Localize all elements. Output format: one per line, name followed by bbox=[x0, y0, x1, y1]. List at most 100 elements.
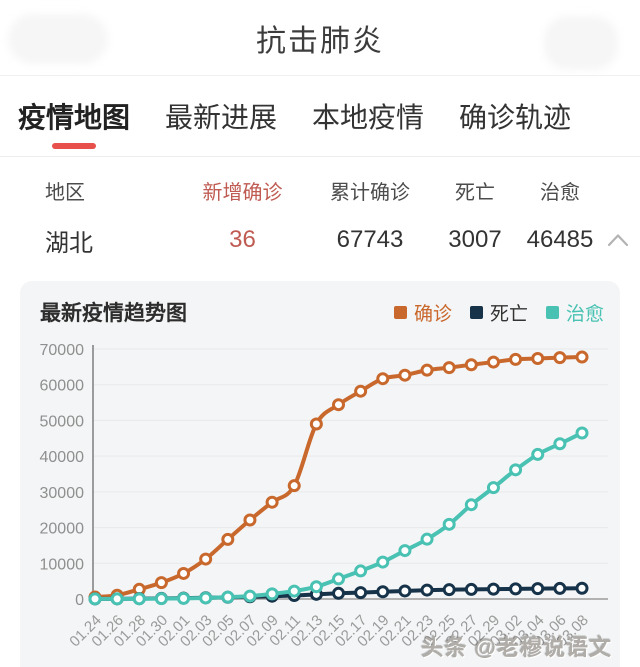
data-point-cured bbox=[110, 592, 124, 606]
tab-epidemic-map[interactable]: 疫情地图 bbox=[18, 76, 130, 156]
legend-swatch-confirmed bbox=[393, 305, 407, 319]
tab-label: 确诊轨迹 bbox=[459, 102, 572, 133]
data-point-cured bbox=[509, 463, 523, 477]
data-point-confirmed bbox=[354, 384, 368, 398]
data-point-cured bbox=[221, 590, 235, 604]
region-name: 湖北 bbox=[45, 229, 93, 257]
col-total-confirmed: 累计确诊 bbox=[330, 181, 410, 204]
legend-item-cured[interactable]: 治愈 bbox=[545, 299, 604, 326]
data-point-deaths bbox=[398, 584, 412, 598]
data-point-cured bbox=[243, 589, 257, 603]
data-point-confirmed bbox=[287, 479, 301, 493]
y-tick-label: 20000 bbox=[40, 521, 85, 538]
legend-swatch-cured bbox=[545, 305, 559, 319]
data-point-cured bbox=[376, 555, 390, 569]
table-row[interactable]: 湖北 36 67743 3007 46485 bbox=[0, 211, 640, 269]
legend-swatch-deaths bbox=[469, 305, 483, 319]
y-tick-label: 40000 bbox=[40, 449, 85, 466]
data-point-cured bbox=[199, 591, 213, 605]
tab-label: 最新进展 bbox=[165, 102, 278, 133]
tab-local-epidemic[interactable]: 本地疫情 bbox=[312, 76, 424, 156]
data-point-cured bbox=[575, 426, 589, 440]
data-point-deaths bbox=[420, 583, 434, 597]
data-point-confirmed bbox=[464, 358, 478, 372]
legend-item-confirmed[interactable]: 确诊 bbox=[393, 299, 452, 326]
data-point-deaths bbox=[442, 583, 456, 597]
deaths-value: 3007 bbox=[448, 226, 502, 253]
table-header: 地区 新增确诊 累计确诊 死亡 治愈 bbox=[0, 169, 640, 211]
data-point-cured bbox=[420, 532, 434, 546]
active-tab-underline bbox=[52, 143, 96, 149]
chevron-up-icon bbox=[607, 234, 629, 247]
data-point-cured bbox=[442, 517, 456, 531]
data-point-confirmed bbox=[509, 352, 523, 366]
tab-label: 本地疫情 bbox=[312, 102, 425, 133]
tab-latest-progress[interactable]: 最新进展 bbox=[165, 76, 277, 156]
header-right-blur bbox=[544, 16, 618, 70]
data-point-confirmed bbox=[221, 532, 235, 546]
legend-label-confirmed: 确诊 bbox=[413, 303, 452, 325]
y-tick-label: 10000 bbox=[40, 556, 85, 573]
header-left-blur bbox=[8, 14, 108, 64]
col-cured: 治愈 bbox=[540, 181, 580, 204]
data-point-confirmed bbox=[309, 417, 323, 431]
data-point-deaths bbox=[509, 582, 523, 596]
watermark: 头条 @老穆说语文 bbox=[421, 635, 612, 660]
data-point-deaths bbox=[553, 581, 567, 595]
legend-item-deaths[interactable]: 死亡 bbox=[469, 299, 528, 326]
cured-value: 46485 bbox=[526, 226, 594, 253]
data-point-cured bbox=[177, 591, 191, 605]
chart-card-header: 最新疫情趋势图 确诊 死亡 治愈 bbox=[20, 293, 620, 331]
data-point-deaths bbox=[531, 582, 545, 596]
y-tick-label: 30000 bbox=[40, 485, 85, 502]
app-header: 抗击肺炎 bbox=[0, 0, 640, 76]
trend-chart-card: 最新疫情趋势图 确诊 死亡 治愈 0 10000 20000 30000 40000 5000… bbox=[20, 281, 620, 667]
y-tick-label: 70000 bbox=[40, 342, 85, 359]
legend-label-cured: 治愈 bbox=[565, 303, 604, 325]
data-point-cured bbox=[154, 592, 168, 606]
data-point-confirmed bbox=[376, 372, 390, 386]
data-point-confirmed bbox=[398, 368, 412, 382]
tab-label: 疫情地图 bbox=[18, 102, 131, 133]
data-point-deaths bbox=[354, 586, 368, 600]
data-point-confirmed bbox=[420, 363, 434, 377]
data-point-cured bbox=[265, 587, 279, 601]
new-confirmed-value: 36 bbox=[229, 226, 256, 253]
data-point-deaths bbox=[486, 582, 500, 596]
chart-title: 最新疫情趋势图 bbox=[40, 302, 187, 325]
data-point-deaths bbox=[376, 585, 390, 599]
data-point-confirmed bbox=[243, 513, 257, 527]
chart-legend: 确诊 死亡 治愈 bbox=[393, 299, 604, 326]
total-confirmed-value: 67743 bbox=[336, 226, 404, 253]
data-point-confirmed bbox=[575, 350, 589, 364]
data-point-deaths bbox=[575, 581, 589, 595]
data-point-confirmed bbox=[154, 576, 168, 590]
col-deaths: 死亡 bbox=[455, 181, 495, 204]
data-point-cured bbox=[354, 564, 368, 578]
data-point-confirmed bbox=[199, 552, 213, 566]
data-point-confirmed bbox=[553, 351, 567, 365]
tab-bar: 疫情地图 最新进展 本地疫情 确诊轨迹 bbox=[0, 76, 640, 157]
data-point-confirmed bbox=[442, 361, 456, 375]
data-point-cured bbox=[309, 580, 323, 594]
tab-confirmed-trajectory[interactable]: 确诊轨迹 bbox=[459, 76, 571, 156]
data-point-confirmed bbox=[265, 495, 279, 509]
trend-chart-svg: 01000020000300004000050000600007000001.2… bbox=[40, 342, 608, 650]
col-new-confirmed: 新增确诊 bbox=[202, 181, 283, 204]
collapse-row-control[interactable] bbox=[605, 233, 629, 247]
data-point-confirmed bbox=[332, 398, 345, 412]
data-point-cured bbox=[553, 437, 567, 451]
y-tick-label: 50000 bbox=[40, 413, 85, 430]
legend-label-deaths: 死亡 bbox=[489, 303, 528, 325]
data-point-deaths bbox=[332, 586, 345, 600]
data-point-cured bbox=[486, 481, 500, 495]
region-table: 地区 新增确诊 累计确诊 死亡 治愈 湖北 36 67743 3007 4648… bbox=[0, 169, 640, 269]
data-point-cured bbox=[332, 572, 345, 586]
y-tick-label: 60000 bbox=[40, 378, 85, 395]
data-point-cured bbox=[132, 592, 146, 606]
data-point-confirmed bbox=[486, 355, 500, 369]
data-point-confirmed bbox=[531, 352, 545, 366]
y-tick-label: 0 bbox=[75, 592, 84, 609]
col-region: 地区 bbox=[45, 181, 85, 204]
